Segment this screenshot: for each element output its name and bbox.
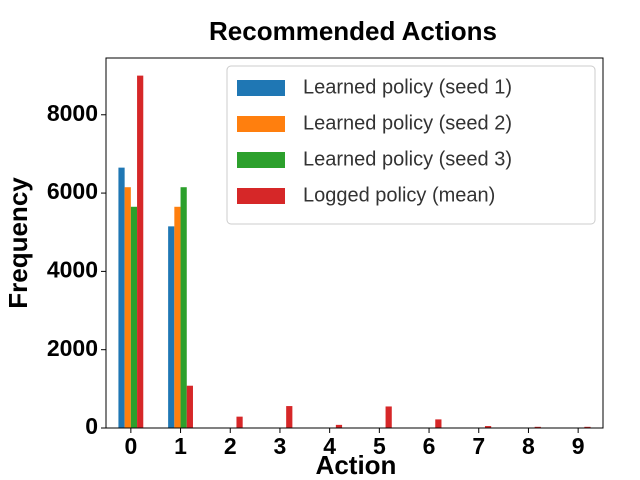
y-axis-label: Frequency bbox=[3, 177, 33, 309]
legend-label: Learned policy (seed 1) bbox=[303, 76, 512, 98]
x-tick-label: 0 bbox=[124, 433, 137, 459]
y-tick-label: 0 bbox=[85, 413, 98, 439]
legend-box bbox=[226, 65, 596, 225]
bar bbox=[584, 426, 591, 428]
bar bbox=[534, 426, 541, 428]
legend-swatch bbox=[237, 80, 285, 96]
x-tick-label: 8 bbox=[522, 433, 535, 459]
bar bbox=[124, 187, 131, 428]
x-tick-label: 1 bbox=[174, 433, 187, 459]
x-axis-label: Action bbox=[316, 450, 397, 480]
bar bbox=[174, 206, 181, 428]
bar bbox=[335, 424, 343, 428]
x-tick-label: 6 bbox=[423, 433, 436, 459]
x-tick-label: 7 bbox=[472, 433, 485, 459]
bar bbox=[130, 206, 138, 428]
bar bbox=[484, 426, 492, 428]
bar bbox=[286, 406, 293, 428]
x-tick-label: 9 bbox=[572, 433, 585, 459]
y-tick-label: 4000 bbox=[47, 256, 98, 282]
bar bbox=[137, 75, 144, 428]
x-tick-label: 4 bbox=[323, 433, 336, 459]
legend-label: Logged policy (mean) bbox=[303, 184, 495, 206]
bar bbox=[180, 187, 187, 428]
legend-label: Learned policy (seed 2) bbox=[303, 112, 512, 134]
bar bbox=[236, 416, 243, 428]
x-tick-label: 5 bbox=[373, 433, 386, 459]
bar bbox=[168, 226, 175, 428]
y-tick-label: 2000 bbox=[47, 335, 98, 361]
legend-swatch bbox=[237, 188, 285, 204]
legend-swatch bbox=[237, 152, 285, 168]
bar bbox=[385, 406, 392, 428]
x-tick-label: 3 bbox=[274, 433, 287, 459]
legend-label: Learned policy (seed 3) bbox=[303, 148, 512, 170]
y-tick-label: 6000 bbox=[47, 178, 98, 204]
bar bbox=[118, 167, 125, 428]
y-tick-label: 8000 bbox=[47, 100, 98, 126]
bar bbox=[186, 385, 193, 428]
chart-title: Recommended Actions bbox=[209, 16, 497, 46]
x-tick-label: 2 bbox=[224, 433, 237, 459]
bar bbox=[435, 419, 442, 428]
plot-frame bbox=[105, 57, 604, 429]
legend-swatch bbox=[237, 116, 285, 132]
